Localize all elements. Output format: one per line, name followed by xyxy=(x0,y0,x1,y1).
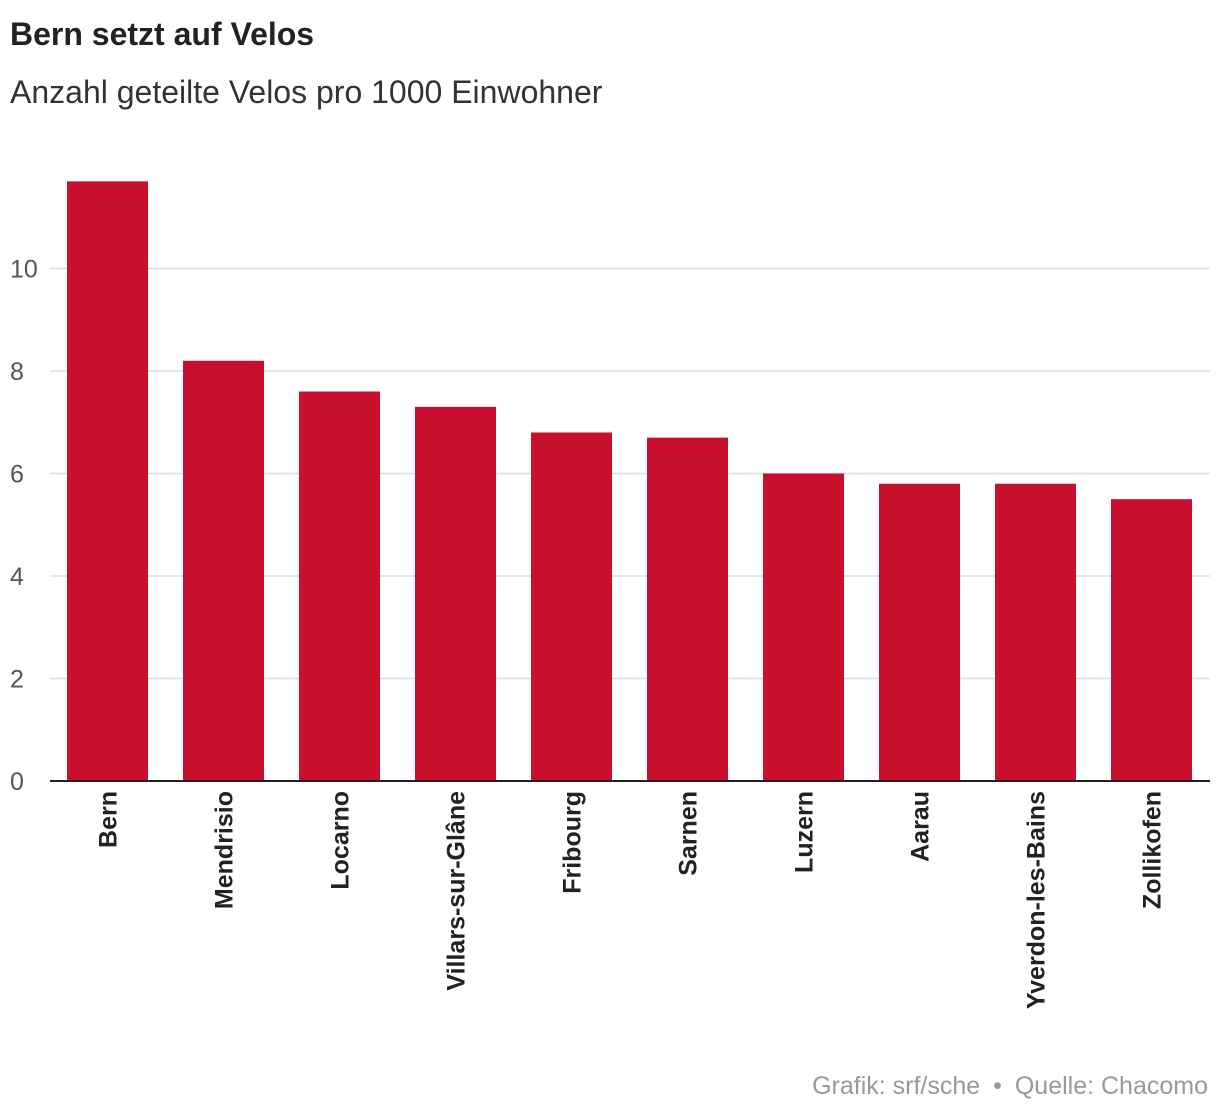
y-tick-label: 6 xyxy=(10,461,24,489)
category-label: Zollikofen xyxy=(1139,791,1167,909)
bars xyxy=(67,181,1192,781)
y-tick-label: 0 xyxy=(10,768,24,796)
chart-footer: Grafik: srf/sche • Quelle: Chacomo xyxy=(812,1072,1208,1101)
bar-aarau xyxy=(879,483,960,781)
category-label: Villars-sur-Glâne xyxy=(443,791,471,991)
y-axis-ticks: 0 2 4 6 8 10 xyxy=(10,256,38,797)
bar-zollikofen xyxy=(1111,499,1192,781)
category-label: Mendrisio xyxy=(211,791,239,909)
category-label: Fribourg xyxy=(559,791,587,894)
category-label: Bern xyxy=(95,791,123,848)
category-label: Sarnen xyxy=(675,791,703,876)
chart-title: Bern setzt auf Velos xyxy=(10,16,315,52)
source-text: Quelle: Chacomo xyxy=(1014,1072,1208,1100)
bar-mendrisio xyxy=(183,360,264,781)
category-label: Yverdon-les-Bains xyxy=(1023,791,1051,1009)
bar-bern xyxy=(67,181,148,781)
bar-sarnen xyxy=(647,437,728,781)
category-label: Aarau xyxy=(907,791,935,862)
y-tick-label: 4 xyxy=(10,563,24,591)
bar-fribourg xyxy=(531,432,612,781)
y-tick-label: 8 xyxy=(10,358,24,386)
bar-luzern xyxy=(763,473,844,781)
category-label: Locarno xyxy=(327,791,355,890)
credit-text: Grafik: srf/sche xyxy=(812,1072,981,1100)
category-label: Luzern xyxy=(791,791,819,873)
category-labels: Bern Mendrisio Locarno Villars-sur-Glâne Fri… xyxy=(95,791,1167,1009)
bar-villars-sur-gl-ne xyxy=(415,406,496,781)
y-tick-label: 2 xyxy=(10,666,24,694)
bar-yverdon-les-bains xyxy=(995,483,1076,781)
y-tick-label: 10 xyxy=(10,256,38,284)
chart-subtitle: Anzahl geteilte Velos pro 1000 Einwohner xyxy=(10,74,603,110)
bar-locarno xyxy=(299,391,380,781)
footer-separator: • xyxy=(993,1072,1002,1100)
